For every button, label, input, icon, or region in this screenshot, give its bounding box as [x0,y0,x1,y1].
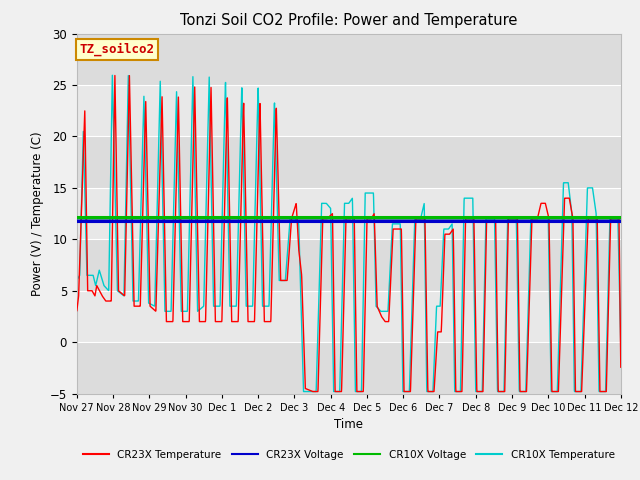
Text: TZ_soilco2: TZ_soilco2 [79,43,154,56]
Title: Tonzi Soil CO2 Profile: Power and Temperature: Tonzi Soil CO2 Profile: Power and Temper… [180,13,518,28]
Bar [77,342,621,394]
Bar [77,136,621,188]
Bar [77,188,621,240]
Bar [77,34,621,85]
Legend: CR23X Temperature, CR23X Voltage, CR10X Voltage, CR10X Temperature: CR23X Temperature, CR23X Voltage, CR10X … [79,445,619,464]
Bar [77,240,621,291]
Bar [77,291,621,342]
X-axis label: Time: Time [334,418,364,431]
Y-axis label: Power (V) / Temperature (C): Power (V) / Temperature (C) [31,132,44,296]
Bar [77,85,621,136]
